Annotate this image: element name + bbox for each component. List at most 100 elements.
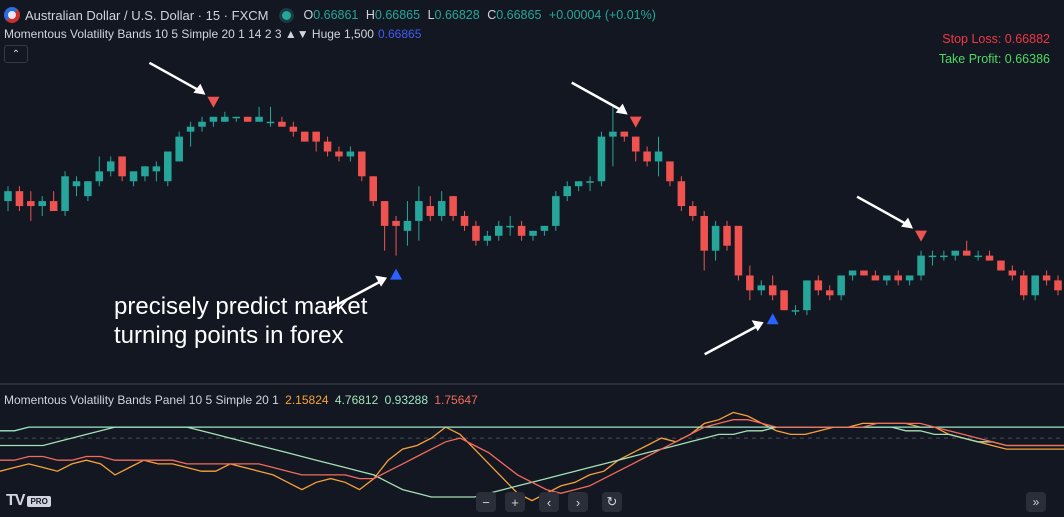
- annotation-arrow: [571, 81, 627, 114]
- candle-body: [803, 280, 811, 311]
- candle-body: [997, 260, 1005, 271]
- panel-series-line: [0, 426, 1064, 432]
- candle-body: [974, 255, 982, 258]
- sell-signal-marker: [629, 116, 642, 128]
- candle-body: [860, 270, 868, 276]
- candle-body: [346, 151, 355, 157]
- high-value: 0.66865: [374, 8, 421, 22]
- scroll-left-button[interactable]: ‹: [539, 492, 559, 512]
- reset-icon: ↻: [606, 494, 618, 509]
- candle-body: [609, 131, 617, 137]
- candle-body: [129, 171, 138, 182]
- candle-body: [791, 310, 800, 312]
- candle-body: [746, 275, 754, 291]
- candle-body: [61, 176, 69, 211]
- candle-body: [620, 131, 629, 137]
- candle-body: [312, 131, 320, 142]
- candle-body: [186, 126, 195, 132]
- candle-body: [392, 220, 400, 226]
- jump-to-latest-button[interactable]: »: [1026, 492, 1046, 512]
- collapse-legend-button[interactable]: ⌃: [4, 45, 28, 63]
- candle-body: [403, 220, 412, 231]
- annotation-arrow: [327, 278, 385, 311]
- main-indicator-label: Momentous Volatility Bands 10 5 Simple 2…: [4, 27, 374, 41]
- tradingview-logo[interactable]: TV PRO: [6, 492, 51, 510]
- pro-badge: PRO: [27, 495, 51, 507]
- candle-body: [15, 191, 24, 207]
- candle-body: [380, 201, 389, 226]
- zoom-in-button[interactable]: +: [505, 492, 525, 512]
- panel-series-line: [0, 411, 1064, 502]
- candle-body: [597, 136, 606, 182]
- scroll-right-button[interactable]: ›: [568, 492, 588, 512]
- candle-body: [358, 151, 366, 177]
- annotation-arrowhead: [901, 217, 914, 229]
- signal-markers: [207, 96, 928, 325]
- annotation-arrow: [148, 61, 205, 94]
- candle-body: [1019, 275, 1028, 296]
- candle-body: [814, 280, 823, 291]
- open-label: O: [303, 8, 314, 22]
- candle-body: [1042, 275, 1051, 281]
- candle-body: [871, 275, 880, 281]
- candle-body: [711, 225, 720, 251]
- plus-icon: +: [511, 494, 519, 510]
- annotation-arrows: [148, 61, 914, 356]
- promo-caption: precisely predict market turning points …: [114, 293, 368, 349]
- candle-body: [734, 225, 743, 276]
- candle-body: [84, 181, 92, 197]
- candle-body: [27, 201, 35, 207]
- candlestick-series: [4, 106, 1062, 316]
- candle-body: [255, 116, 263, 122]
- symbol-title[interactable]: Australian Dollar / U.S. Dollar · 15 · F…: [25, 7, 269, 23]
- candle-body: [517, 225, 526, 236]
- annotation-arrowhead: [751, 320, 764, 332]
- candle-body: [72, 181, 81, 187]
- candle-body: [266, 121, 275, 124]
- low-label: L: [427, 8, 435, 22]
- candle-body: [118, 156, 126, 177]
- candle-body: [49, 201, 58, 211]
- candle-body: [917, 255, 925, 276]
- candle-body: [278, 121, 286, 127]
- annotation-arrow: [704, 323, 762, 356]
- panel-indicator-legend[interactable]: Momentous Volatility Bands Panel 10 5 Si…: [4, 393, 478, 407]
- pane-divider[interactable]: [0, 383, 1064, 385]
- main-indicator-value: 0.66865: [377, 27, 422, 41]
- candle-body: [723, 225, 731, 246]
- candle-body: [563, 186, 572, 197]
- buy-signal-marker: [766, 313, 779, 325]
- panel-value-4: 1.75647: [434, 393, 478, 407]
- candle-body: [848, 270, 857, 276]
- symbol-header: Australian Dollar / U.S. Dollar · 15 · F…: [4, 6, 660, 24]
- main-indicator-legend[interactable]: Momentous Volatility Bands 10 5 Simple 2…: [4, 27, 421, 41]
- annotation-arrowhead: [193, 83, 206, 95]
- zoom-out-button[interactable]: −: [476, 492, 496, 512]
- candle-body: [335, 151, 343, 157]
- panel-value-2: 4.76812: [334, 393, 379, 407]
- candle-body: [666, 161, 674, 182]
- candle-body: [552, 196, 560, 226]
- logo-mark: TV: [6, 492, 25, 509]
- candle-body: [460, 215, 469, 226]
- panel-series-line: [0, 419, 1064, 494]
- candle-body: [4, 191, 12, 202]
- candle-body: [700, 215, 708, 251]
- candle-body: [643, 151, 651, 162]
- candle-body: [221, 116, 229, 122]
- candle-body: [586, 181, 594, 183]
- candle-body: [106, 161, 115, 172]
- candle-body: [152, 166, 161, 172]
- panel-value-1: 2.15824: [285, 393, 329, 407]
- reset-chart-button[interactable]: ↻: [602, 492, 622, 512]
- candle-body: [894, 275, 902, 281]
- market-status-icon[interactable]: [282, 10, 292, 20]
- close-value: 0.66865: [496, 8, 542, 22]
- candle-body: [289, 126, 298, 132]
- stop-loss-label: Stop Loss: 0.66882: [942, 32, 1050, 46]
- candle-body: [506, 225, 514, 228]
- candle-body: [951, 250, 960, 256]
- candle-body: [415, 201, 423, 221]
- low-value: 0.66828: [434, 8, 480, 22]
